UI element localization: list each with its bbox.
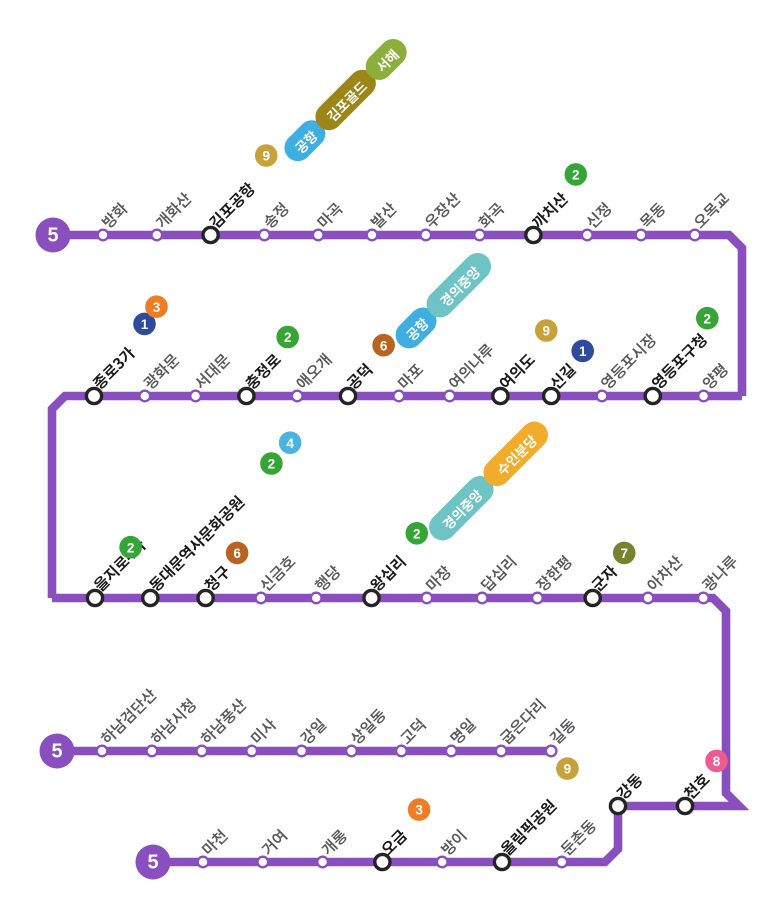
svg-text:2: 2: [127, 540, 135, 555]
svg-text:9: 9: [543, 324, 551, 339]
svg-text:9: 9: [564, 762, 572, 777]
svg-text:6: 6: [233, 546, 241, 561]
svg-text:2: 2: [284, 330, 292, 345]
svg-text:2: 2: [413, 526, 421, 541]
svg-text:5: 5: [147, 852, 158, 874]
svg-text:8: 8: [713, 754, 721, 769]
svg-text:5: 5: [47, 225, 58, 247]
svg-text:2: 2: [572, 168, 580, 183]
svg-text:2: 2: [704, 311, 712, 326]
svg-text:3: 3: [153, 300, 161, 315]
svg-text:1: 1: [141, 317, 149, 332]
svg-text:9: 9: [262, 149, 270, 164]
svg-text:5: 5: [51, 741, 62, 763]
svg-text:1: 1: [579, 344, 587, 359]
svg-text:2: 2: [268, 457, 276, 472]
svg-text:4: 4: [286, 436, 294, 451]
svg-text:6: 6: [380, 338, 388, 353]
svg-text:7: 7: [620, 546, 628, 561]
svg-text:3: 3: [415, 803, 423, 818]
